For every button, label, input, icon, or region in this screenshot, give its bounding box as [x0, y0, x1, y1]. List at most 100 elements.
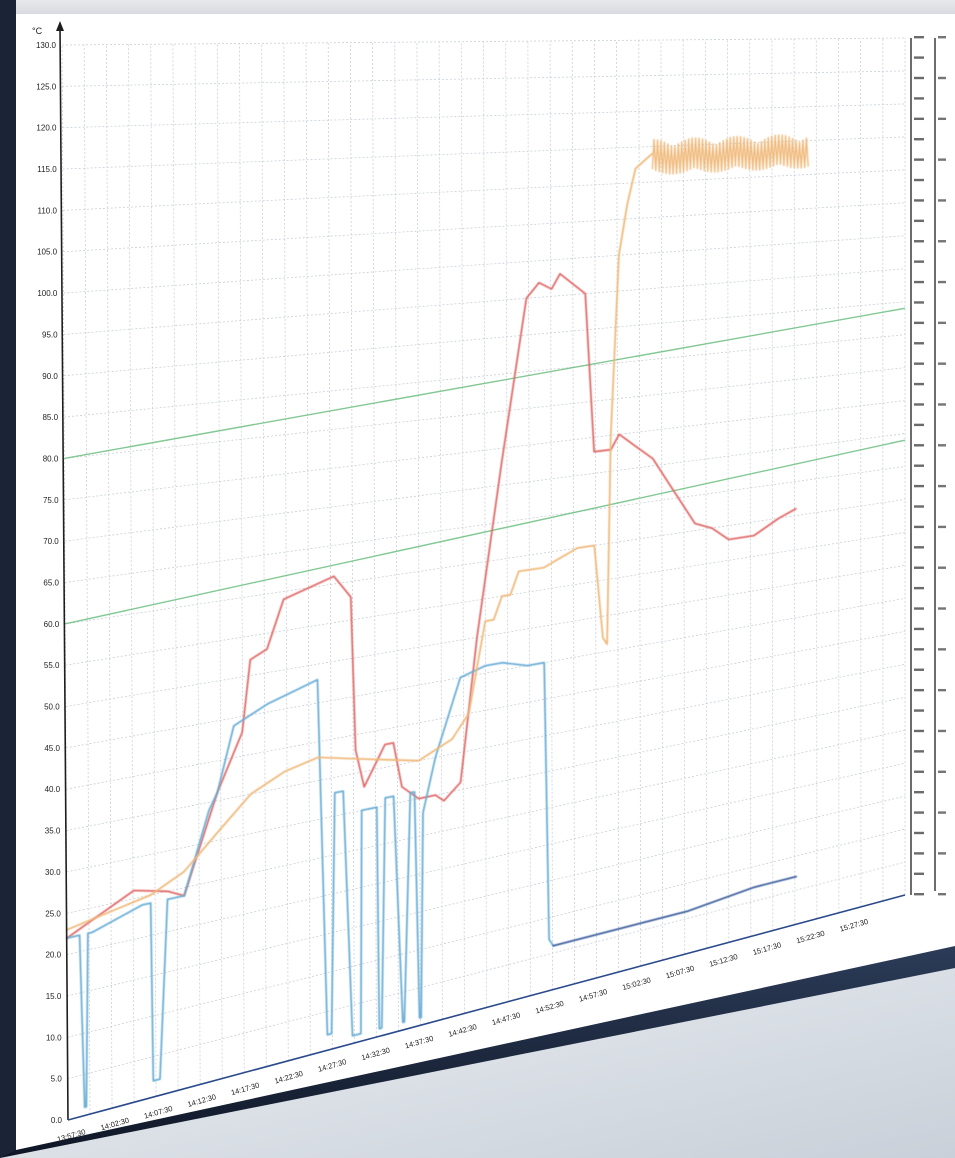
grid-line-v: [771, 39, 774, 931]
right-axis-tick: [938, 484, 946, 488]
monitor-bezel-bottom: [0, 945, 955, 1158]
right-axis-tick: [914, 464, 924, 467]
grid-line-h: [65, 564, 906, 707]
right-axis-tick: [938, 362, 946, 365]
right-axis-tick: [938, 403, 946, 406]
right-axis-tick: [914, 668, 924, 671]
monitor-bezel-left: [0, 0, 16, 1158]
right-axis-tick: [938, 199, 946, 202]
y-tick-label: 5.0: [51, 1075, 63, 1084]
threshold-lines: [64, 307, 906, 625]
x-axis-line: [67, 894, 906, 1121]
series-line-4: [552, 875, 797, 947]
right-axis-tick: [914, 240, 924, 243]
right-axis-tick: [914, 178, 924, 182]
grid-line-v: [105, 44, 113, 1109]
grid-line-h: [64, 433, 906, 542]
series-line-2: [66, 661, 555, 1109]
grid-line-v: [150, 44, 157, 1097]
grid-line-v: [571, 40, 576, 984]
right-axis-tick: [914, 484, 924, 488]
y-tick-label: 110.0: [37, 206, 57, 215]
grid-line-v: [505, 41, 509, 1002]
y-tick-label: 95.0: [42, 330, 58, 339]
right-axis-tick: [914, 546, 924, 549]
grid-line-v: [704, 39, 708, 949]
right-axis-tick: [914, 199, 924, 202]
y-tick-label: 75.0: [43, 496, 59, 505]
right-axis-tick: [914, 648, 924, 651]
y-tick-label: 105.0: [37, 248, 58, 257]
right-axis-tick: [938, 280, 946, 284]
right-axis-tick: [914, 56, 924, 59]
right-axis-tick: [914, 117, 924, 121]
right-axis-tick: [914, 403, 924, 406]
y-tick-label: 25.0: [45, 909, 61, 918]
axes: [56, 21, 906, 1121]
right-axis-tick: [938, 117, 946, 121]
grid-line-v: [283, 43, 289, 1061]
y-tick-label: 20.0: [45, 951, 61, 960]
grid-line-v: [261, 43, 267, 1067]
right-axis-tick: [938, 76, 946, 80]
right-axis-tick: [914, 566, 924, 569]
right-axis-tick: [914, 627, 924, 631]
right-axis-tick: [914, 770, 924, 773]
grid-line-h: [62, 136, 906, 170]
y-tick-label: 60.0: [44, 620, 60, 629]
grid: [61, 37, 906, 1121]
grid-line-h: [63, 301, 906, 377]
right-axis-tick: [914, 790, 924, 794]
series-line-3-plateau: [651, 134, 809, 175]
grid-line-v: [438, 41, 443, 1020]
right-axis-tick: [938, 648, 946, 651]
right-axis-tick: [938, 811, 946, 814]
right-axis-tick: [914, 505, 924, 508]
grid-line-v: [194, 43, 201, 1085]
right-axis-tick: [938, 158, 946, 161]
right-axis-tick: [914, 382, 924, 386]
grid-line-h: [62, 103, 906, 129]
y-tick-label: 40.0: [45, 785, 61, 794]
right-axis-tick: [914, 76, 924, 80]
right-axis-tick: [914, 811, 924, 814]
y-tick-labels: 0.0 5.0 10.0 15.0 20.0 25.0 30.0 35.0 40.0 45.0 50…: [36, 41, 63, 1125]
right-axis-tick: [938, 444, 946, 447]
right-axis-tick: [914, 607, 924, 610]
y-tick-label: 65.0: [43, 579, 59, 588]
right-axis-tick: [938, 770, 946, 773]
right-axis-tick: [938, 688, 946, 692]
grid-line-h: [61, 37, 906, 46]
right-axis-tick: [914, 831, 924, 835]
grid-line-v: [483, 41, 487, 1008]
y-axis-line: [59, 26, 69, 1121]
grid-line-v: [216, 43, 223, 1079]
grid-line-v: [239, 43, 245, 1073]
threshold-line: [65, 439, 906, 625]
right-axis-tick: [938, 240, 946, 243]
grid-line-v: [394, 42, 399, 1032]
right-axis-tick: [914, 872, 924, 875]
grid-line-v: [594, 40, 598, 978]
right-axis-tick: [914, 342, 924, 345]
grid-line-v: [305, 42, 311, 1055]
right-axis-tick: [914, 688, 924, 692]
grid-line-h: [66, 663, 906, 831]
y-tick-label: 45.0: [44, 744, 60, 753]
grid-line-v: [727, 39, 730, 943]
right-axis-tick: [914, 301, 924, 304]
right-axis-tick: [914, 158, 924, 161]
grid-line-v: [128, 44, 135, 1103]
right-axis-tick: [914, 444, 924, 447]
grid-line-h: [64, 466, 906, 583]
grid-line-v: [460, 41, 465, 1014]
grid-line-h: [64, 367, 906, 459]
right-axis-tick: [914, 219, 924, 223]
right-axis-tick: [914, 423, 924, 427]
y-tick-label: 90.0: [42, 372, 58, 381]
grid-line-v: [527, 41, 531, 996]
y-tick-label: 30.0: [45, 868, 61, 877]
grid-line-h: [67, 795, 906, 997]
